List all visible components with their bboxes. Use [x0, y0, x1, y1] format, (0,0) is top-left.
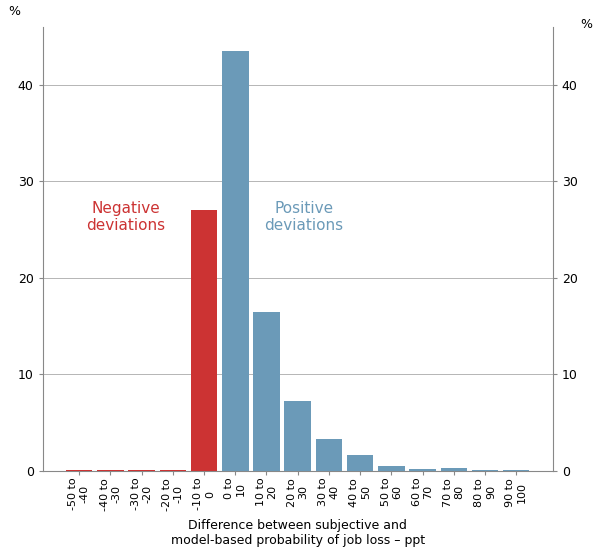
Bar	[253, 311, 280, 471]
Bar	[191, 210, 217, 471]
X-axis label: Difference between subjective and
model-based probability of job loss – ppt: Difference between subjective and model-…	[170, 519, 425, 547]
Bar	[440, 468, 467, 471]
Y-axis label: %: %	[580, 18, 592, 31]
Bar	[97, 470, 124, 471]
Bar	[160, 470, 186, 471]
Bar	[472, 470, 498, 471]
Bar	[66, 470, 92, 471]
Y-axis label: %: %	[8, 5, 20, 18]
Bar	[284, 401, 311, 471]
Bar	[347, 455, 373, 471]
Bar	[378, 466, 404, 471]
Bar	[128, 470, 155, 471]
Text: Negative
deviations: Negative deviations	[86, 200, 166, 233]
Text: Positive
deviations: Positive deviations	[265, 200, 343, 233]
Bar	[409, 469, 436, 471]
Bar	[316, 439, 342, 471]
Bar	[222, 51, 248, 471]
Bar	[503, 470, 529, 471]
